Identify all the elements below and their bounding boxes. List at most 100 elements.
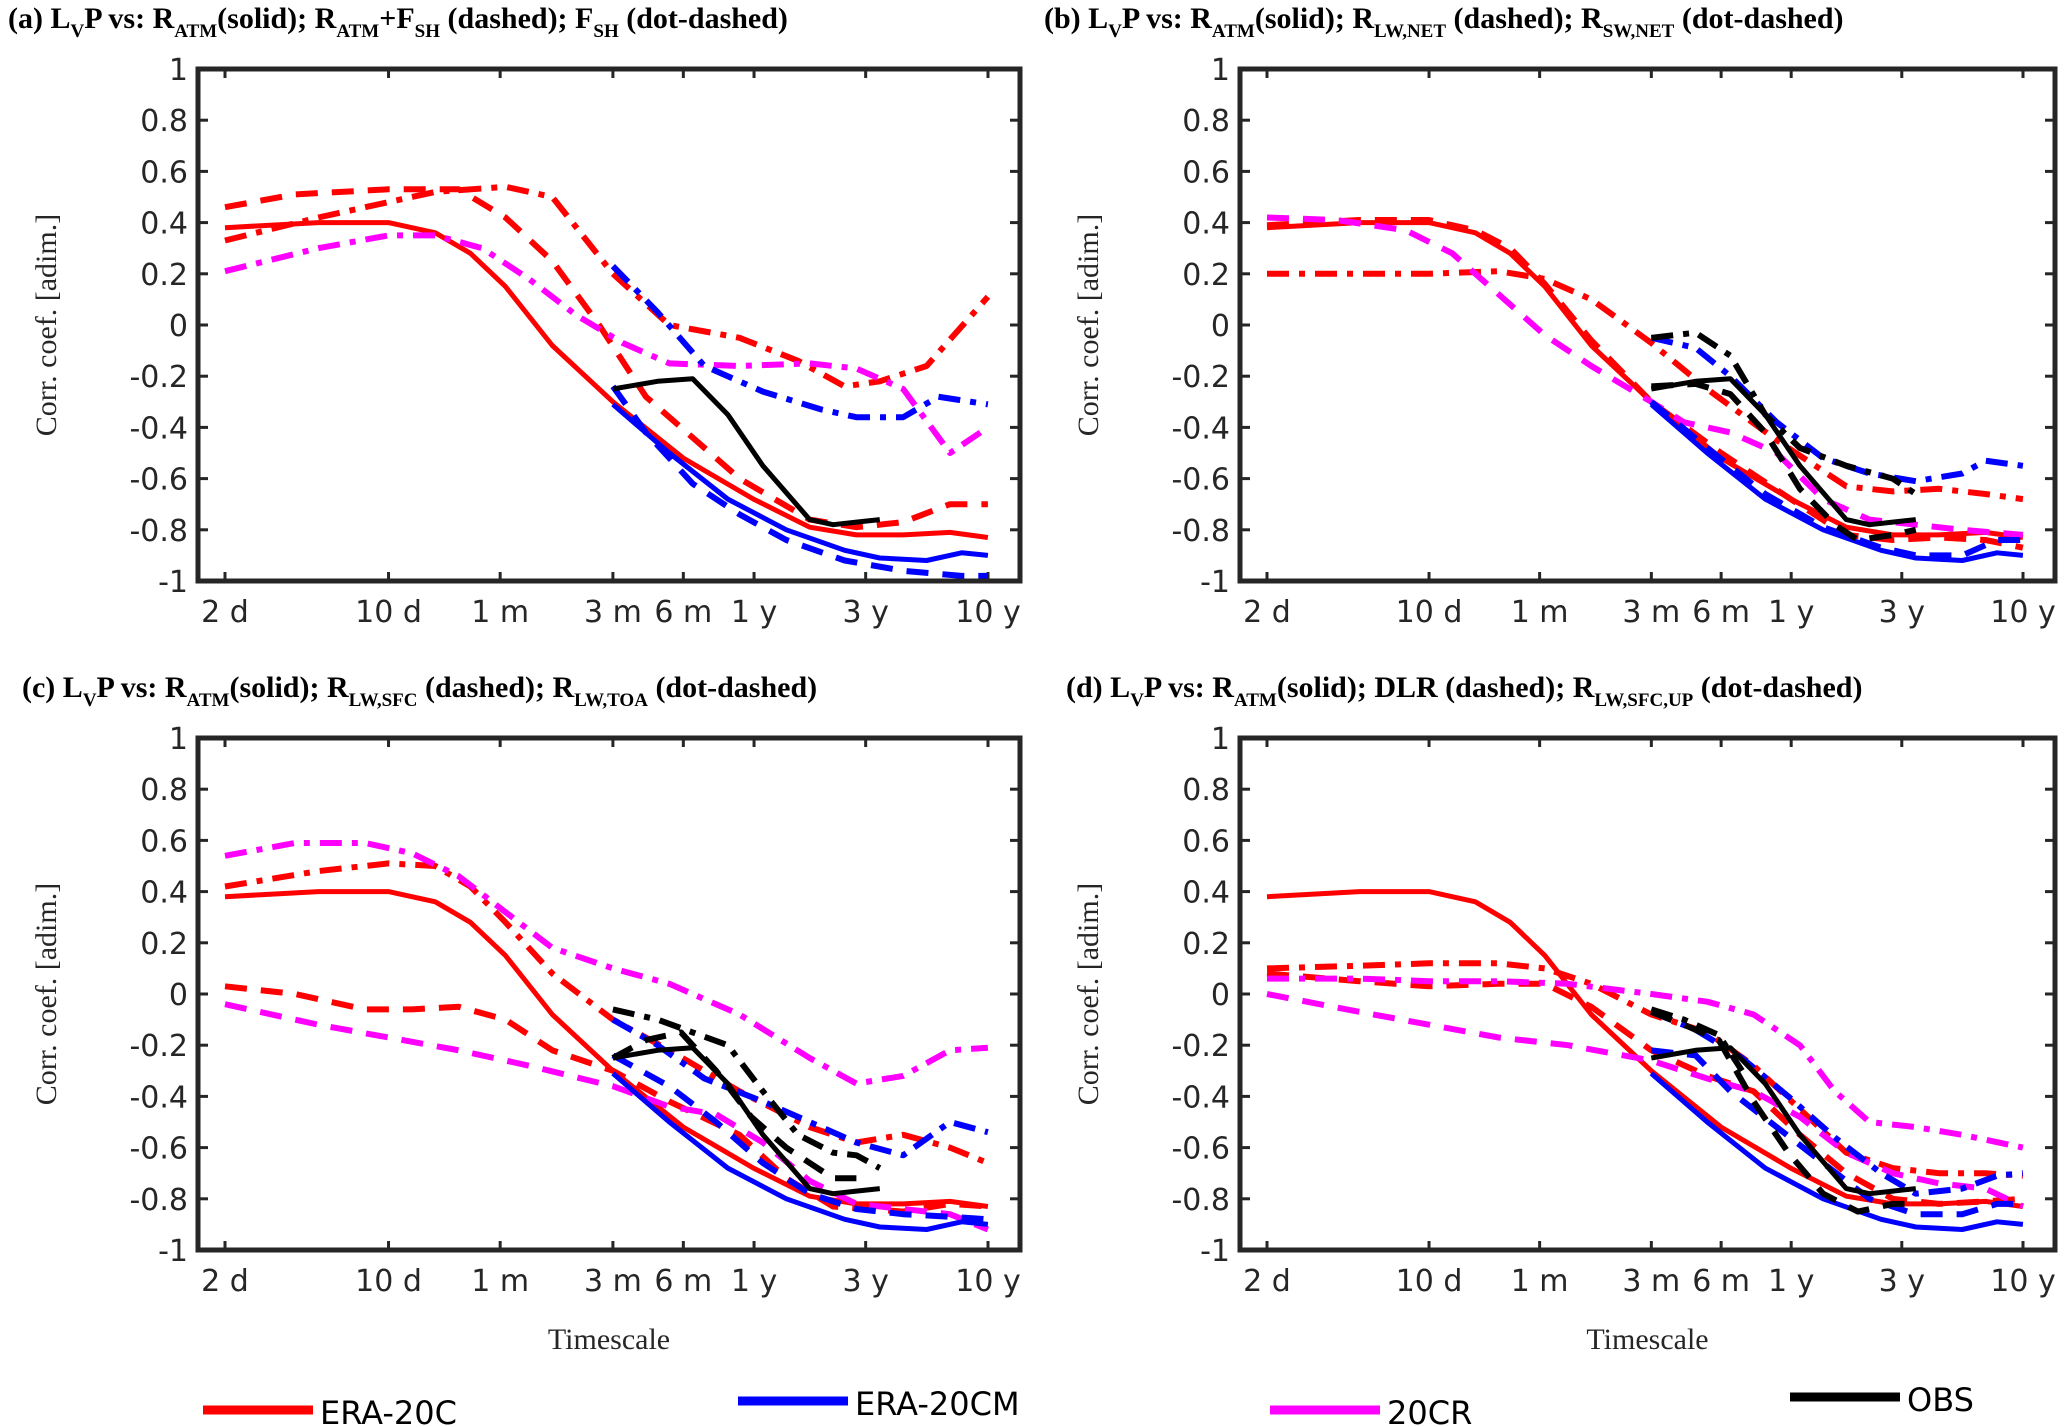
title-subscript: LW,TOA bbox=[574, 690, 648, 711]
y-axis-label: Corr. coef. [adim.] bbox=[30, 214, 63, 436]
series-era-20c-dashed bbox=[224, 186, 988, 531]
series-group bbox=[224, 183, 991, 579]
y-tick-label: -1 bbox=[158, 565, 188, 600]
y-tick-label: -0.8 bbox=[129, 514, 188, 549]
series-era-20cm-dotdash bbox=[611, 1016, 989, 1159]
y-tick-label: 1 bbox=[1211, 53, 1230, 88]
panel-title: (c) LVP vs: RATM(solid); RLW,SFC (dashed… bbox=[22, 671, 817, 711]
series-era-20c-dotdash bbox=[224, 860, 990, 1166]
title-text: P vs: R bbox=[1144, 671, 1234, 704]
title-text: (dot-dashed) bbox=[1693, 671, 1862, 704]
y-tick-label: -0.8 bbox=[1171, 1183, 1230, 1218]
y-tick-label: 1 bbox=[169, 722, 188, 757]
y-tick-label: -0.6 bbox=[1171, 463, 1230, 498]
y-tick-label: -0.8 bbox=[1171, 514, 1230, 549]
title-text: (d) L bbox=[1066, 671, 1130, 704]
y-tick-label: 0.6 bbox=[1182, 155, 1230, 190]
y-tick-label: 1 bbox=[169, 53, 188, 88]
title-text: (solid); R bbox=[229, 671, 349, 704]
x-tick-label: 6 m bbox=[654, 595, 712, 630]
panel-c: (c) LVP vs: RATM(solid); RLW,SFC (dashed… bbox=[22, 671, 1023, 1356]
y-tick-label: 0 bbox=[1211, 309, 1230, 344]
title-subscript: LW,NET bbox=[1374, 21, 1446, 42]
title-text: P vs: R bbox=[84, 2, 174, 35]
series-era-20cm-dashed bbox=[611, 1052, 989, 1223]
x-tick-label: 10 y bbox=[1990, 1264, 2055, 1299]
x-tick-label: 10 d bbox=[1396, 595, 1463, 630]
x-tick-label: 10 d bbox=[355, 595, 422, 630]
series-obs-dashed bbox=[611, 1029, 857, 1182]
y-tick-label: -0.4 bbox=[129, 1080, 188, 1115]
y-tick-label: 0.2 bbox=[1182, 258, 1230, 293]
x-tick-label: 1 y bbox=[1768, 1264, 1814, 1299]
y-tick-label: 0.8 bbox=[1182, 773, 1230, 808]
y-tick-label: -0.2 bbox=[129, 1029, 188, 1064]
series-era-20c-dashed bbox=[1266, 970, 2024, 1207]
x-tick-label: 10 y bbox=[955, 595, 1020, 630]
x-tick-label: 3 m bbox=[584, 595, 642, 630]
title-text: (dot-dashed) bbox=[648, 671, 817, 704]
series-obs-dashed bbox=[1651, 380, 1917, 543]
title-subscript: ATM bbox=[1234, 690, 1277, 711]
title-subscript: V bbox=[1108, 21, 1122, 42]
title-subscript: SH bbox=[593, 21, 619, 42]
x-tick-label: 3 m bbox=[1622, 1264, 1680, 1299]
series-era-20cm-dotdash bbox=[1650, 1009, 2024, 1197]
y-tick-label: -0.4 bbox=[129, 411, 188, 446]
series-era-20c-dotdash bbox=[1267, 268, 2024, 503]
title-subscript: V bbox=[71, 21, 85, 42]
title-subscript: LW,SFC bbox=[349, 690, 418, 711]
series-era-20cm-solid bbox=[1649, 1071, 2024, 1232]
series-group bbox=[1266, 214, 2024, 563]
y-tick-label: 0.2 bbox=[140, 258, 188, 293]
title-subscript: SW,NET bbox=[1603, 21, 1675, 42]
series-era-20c-solid bbox=[224, 889, 989, 1209]
series-obs-dotdash bbox=[612, 1006, 882, 1171]
title-text: (dashed); R bbox=[417, 671, 574, 704]
x-tick-label: 2 d bbox=[201, 595, 249, 630]
x-tick-label: 1 m bbox=[1511, 1264, 1569, 1299]
y-tick-label: 0.4 bbox=[140, 876, 188, 911]
series-obs-solid bbox=[612, 1045, 881, 1197]
x-tick-label: 10 d bbox=[355, 1264, 422, 1299]
title-text: (dot-dashed) bbox=[619, 2, 788, 35]
x-tick-label: 3 y bbox=[1879, 1264, 1925, 1299]
panel-b: (b) LVP vs: RATM(solid); RLW,NET (dashed… bbox=[1044, 2, 2058, 630]
y-tick-label: 0.4 bbox=[1182, 207, 1230, 242]
series-era-20c-dotdash bbox=[224, 183, 991, 390]
y-tick-label: 0.6 bbox=[140, 155, 188, 190]
y-axis-label: Corr. coef. [adim.] bbox=[1072, 883, 1105, 1105]
y-tick-label: 0.6 bbox=[1182, 824, 1230, 859]
title-text: (dashed); F bbox=[440, 2, 593, 35]
series-era-20c-dashed bbox=[224, 983, 989, 1215]
title-text: (dashed); R bbox=[1446, 2, 1603, 35]
y-tick-label: -1 bbox=[1200, 565, 1230, 600]
panel-a: (a) LVP vs: RATM(solid); RATM+FSH (dashe… bbox=[8, 2, 1023, 630]
x-tick-label: 10 y bbox=[955, 1264, 1020, 1299]
title-text: (b) L bbox=[1044, 2, 1108, 35]
title-text: P vs: R bbox=[1122, 2, 1212, 35]
series-era-20c-dashed bbox=[1266, 217, 2024, 551]
axes-frame bbox=[195, 735, 1023, 1253]
y-tick-label: -0.2 bbox=[1171, 360, 1230, 395]
panel-d: (d) LVP vs: RATM(solid); DLR (dashed); R… bbox=[1066, 671, 2058, 1356]
y-tick-label: 0.4 bbox=[140, 207, 188, 242]
title-subscript: V bbox=[83, 690, 97, 711]
series-era-20cm-dotdash bbox=[1650, 334, 2024, 485]
series-20cr-dashed bbox=[1266, 991, 2025, 1210]
y-tick-label: -1 bbox=[158, 1234, 188, 1269]
y-tick-label: -0.6 bbox=[129, 463, 188, 498]
y-tick-label: -0.4 bbox=[1171, 1080, 1230, 1115]
series-era-20c-solid bbox=[224, 220, 989, 540]
title-subscript: ATM bbox=[1212, 21, 1255, 42]
title-text: +F bbox=[379, 2, 414, 35]
series-obs-dotdash bbox=[1650, 329, 1918, 497]
y-tick-label: 0 bbox=[1211, 978, 1230, 1013]
series-obs-solid bbox=[1650, 376, 1917, 528]
title-text: P vs: R bbox=[97, 671, 187, 704]
x-tick-label: 6 m bbox=[1692, 595, 1750, 630]
x-tick-label: 3 m bbox=[1622, 595, 1680, 630]
series-20cr-dotdash bbox=[1267, 975, 2024, 1151]
title-subscript: ATM bbox=[336, 21, 379, 42]
series-era-20c-dotdash bbox=[1266, 960, 2024, 1179]
